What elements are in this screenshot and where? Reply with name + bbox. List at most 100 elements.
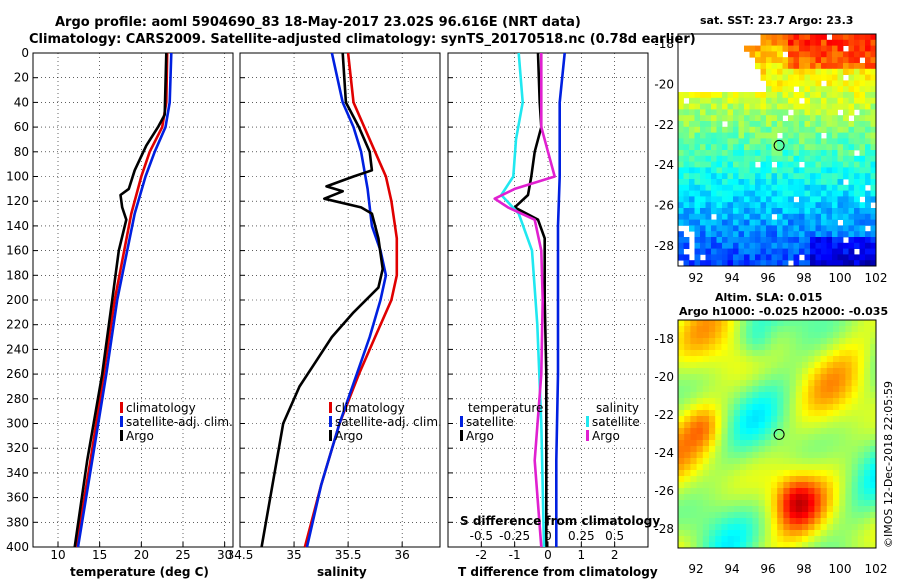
- sst-cell: [821, 155, 827, 162]
- sla-cell: [678, 530, 685, 537]
- sst-cell: [826, 132, 833, 139]
- sla-cell: [733, 404, 741, 411]
- sla-cell: [802, 524, 809, 531]
- sst-cell: [815, 63, 822, 70]
- sst-cell: [832, 39, 838, 46]
- sla-cell: [802, 494, 809, 501]
- legend-label: satellite: [466, 415, 514, 429]
- sst-cell: [799, 144, 805, 151]
- sla-cell: [795, 482, 803, 489]
- sla-cell: [684, 392, 691, 399]
- sst-cell: [733, 126, 739, 133]
- sst-cell: [799, 208, 805, 215]
- sst-cell: [804, 92, 811, 99]
- sst-cell: [738, 248, 745, 255]
- sst-cell: [810, 208, 816, 215]
- sla-cell: [826, 398, 834, 405]
- sst-cell: [843, 121, 849, 128]
- sla-cell: [758, 434, 766, 441]
- sla-cell: [795, 356, 803, 363]
- sla-cell: [733, 524, 741, 531]
- sst-cell: [766, 161, 772, 168]
- sla-cell: [771, 410, 778, 417]
- sst-cell: [859, 103, 866, 110]
- sst-cell: [777, 167, 783, 174]
- sst-cell: [804, 196, 811, 203]
- sla-cell: [845, 542, 852, 548]
- sla-cell: [833, 536, 840, 543]
- sst-cell: [700, 248, 706, 255]
- sst-cell: [733, 196, 739, 203]
- sla-cell: [870, 386, 876, 393]
- sla-cell: [678, 356, 685, 363]
- sla-cell: [684, 434, 691, 441]
- sla-cell: [715, 434, 722, 441]
- sla-cell: [833, 452, 840, 459]
- sla-cell: [783, 434, 790, 441]
- sst-cell: [870, 86, 876, 93]
- sla-cell: [746, 494, 753, 501]
- sst-cell: [810, 179, 816, 186]
- sla-cell: [758, 416, 766, 423]
- sla-cell: [839, 452, 846, 459]
- sst-cell: [854, 179, 860, 186]
- sla-cell: [814, 404, 821, 411]
- sst-cell: [711, 196, 717, 203]
- sla-cell: [777, 440, 784, 447]
- sla-cell: [721, 398, 728, 405]
- sla-cell: [771, 428, 778, 435]
- sst-cell: [716, 115, 723, 122]
- sla-cell: [820, 320, 828, 327]
- sst-cell: [804, 155, 811, 162]
- sla-cell: [702, 350, 710, 357]
- sst-cell: [716, 190, 723, 197]
- sla-cell: [678, 458, 685, 465]
- sst-cell: [727, 248, 734, 255]
- sla-cell: [789, 536, 797, 543]
- sst-cell: [689, 92, 695, 99]
- sst-cell: [788, 202, 794, 209]
- sla-cell: [777, 524, 784, 531]
- sst-cell: [826, 231, 833, 238]
- sst-cell: [821, 115, 827, 122]
- sla-cell: [740, 536, 747, 543]
- sst-cell: [788, 121, 794, 128]
- sla-cell: [870, 380, 876, 387]
- sla-cell: [678, 464, 685, 471]
- sst-cell: [738, 237, 745, 244]
- sla-cell: [833, 398, 840, 405]
- sla-cell: [678, 404, 685, 411]
- sla-cell: [678, 374, 685, 381]
- salinity-axis-label: salinity: [317, 565, 367, 579]
- sst-cell: [689, 190, 695, 197]
- sla-cell: [783, 386, 790, 393]
- sla-cell: [740, 434, 747, 441]
- sla-cell: [783, 446, 790, 453]
- sst-cell: [832, 63, 838, 70]
- sst-cell: [744, 179, 750, 186]
- sla-cell: [870, 368, 876, 375]
- sst-cell: [678, 132, 684, 139]
- sla-cell: [851, 368, 859, 375]
- sst-cell: [744, 208, 750, 215]
- sla-cell: [690, 470, 697, 477]
- sla-cell: [833, 542, 840, 548]
- sla-cell: [864, 518, 871, 525]
- x-tick-label: 15: [92, 548, 107, 562]
- sla-cell: [721, 362, 728, 369]
- sla-cell: [678, 440, 685, 447]
- sla-cell: [789, 350, 797, 357]
- sst-cell: [815, 213, 822, 220]
- sla-cell: [789, 500, 797, 507]
- sla-cell: [733, 380, 741, 387]
- sst-cell: [782, 196, 789, 203]
- sst-cell: [782, 126, 789, 133]
- sla-cell: [740, 416, 747, 423]
- sla-cell: [752, 500, 759, 507]
- sst-cell: [678, 126, 684, 133]
- sst-cell: [843, 260, 849, 266]
- sst-cell: [777, 80, 783, 87]
- sla-cell: [746, 542, 753, 548]
- sst-cell: [705, 237, 712, 244]
- sst-cell: [738, 92, 745, 99]
